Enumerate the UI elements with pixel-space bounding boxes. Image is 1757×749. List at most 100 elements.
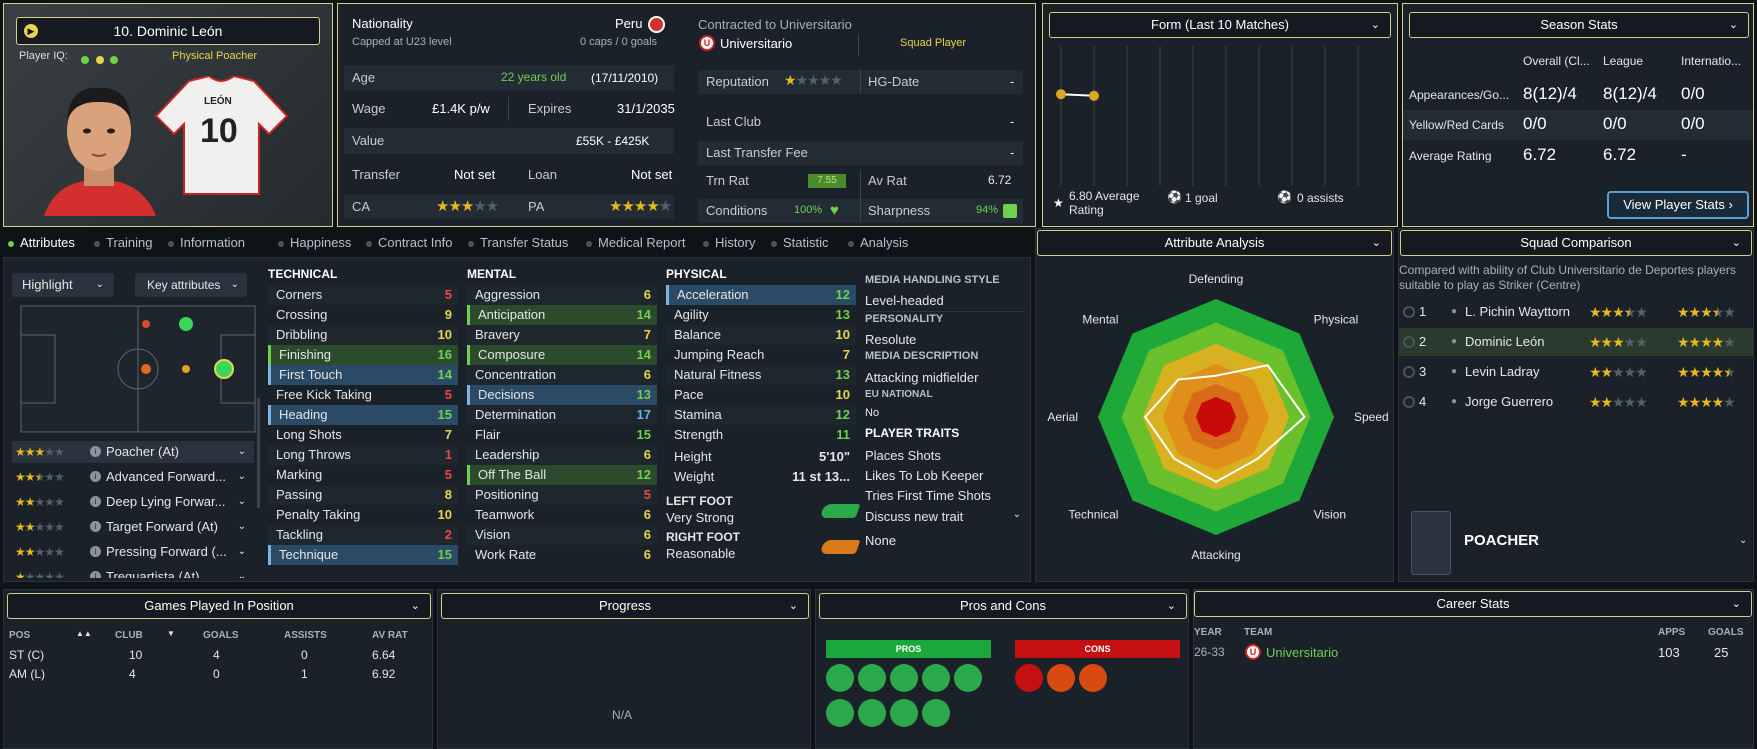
attribute-row[interactable]: Vision 6	[467, 525, 657, 545]
role-row[interactable]: ★★★★★ i Advanced Forward... ⌄	[12, 466, 254, 488]
attribute-row[interactable]: Tackling 2	[268, 525, 458, 545]
attribute-row[interactable]: Long Throws 1	[268, 445, 458, 465]
radio-icon[interactable]	[1403, 336, 1415, 348]
attribute-row[interactable]: Acceleration 12	[666, 285, 856, 305]
attribute-row[interactable]: Positioning 5	[467, 485, 657, 505]
attribute-row[interactable]: Work Rate 6	[467, 545, 657, 565]
discuss-trait-dropdown[interactable]: Discuss new trait ⌄	[865, 509, 1021, 524]
pro-icon[interactable]	[858, 664, 886, 692]
role-row[interactable]: ★★★★★ i Target Forward (At) ⌄	[12, 516, 254, 538]
highlight-dropdown[interactable]: Highlight ⌄	[12, 273, 114, 297]
career-dropdown[interactable]: Career Stats ⌄	[1194, 591, 1752, 617]
role-row[interactable]: ★★★★★ i Deep Lying Forwar... ⌄	[12, 491, 254, 513]
attribute-row[interactable]: Pace 10	[666, 385, 856, 405]
chevron-down-icon[interactable]: ⌄	[237, 571, 246, 578]
season-dropdown[interactable]: Season Stats ⌄	[1409, 12, 1749, 38]
attribute-row[interactable]: Determination 17	[467, 405, 657, 425]
analysis-dropdown[interactable]: Attribute Analysis ⌄	[1037, 230, 1392, 256]
chevron-down-icon[interactable]: ⌄	[237, 471, 246, 482]
key-attributes-dropdown[interactable]: Key attributes ⌄	[135, 273, 247, 297]
tab-training[interactable]: Training	[94, 235, 152, 250]
attribute-row[interactable]: First Touch 14	[268, 365, 458, 385]
attribute-row[interactable]: Off The Ball 12	[467, 465, 657, 485]
con-icon[interactable]	[1079, 664, 1107, 692]
attribute-row[interactable]: Technique 15	[268, 545, 458, 565]
info-icon[interactable]: i	[90, 571, 101, 578]
chevron-down-icon[interactable]: ⌄	[237, 521, 246, 532]
attribute-row[interactable]: Marking 5	[268, 465, 458, 485]
attribute-row[interactable]: Bravery 7	[467, 325, 657, 345]
tab-happiness[interactable]: Happiness	[278, 235, 351, 250]
squad-row[interactable]: 1 ● L. Pichin Wayttorn ★★★★★ ★★★★★	[1399, 298, 1753, 326]
pros-cons-dropdown[interactable]: Pros and Cons ⌄	[819, 593, 1187, 619]
progress-dropdown[interactable]: Progress ⌄	[441, 593, 809, 619]
squad-row[interactable]: 3 ● Levin Ladray ★★★★★ ★★★★★	[1399, 358, 1753, 386]
attribute-row[interactable]: Penalty Taking 10	[268, 505, 458, 525]
attribute-row[interactable]: Corners 5	[268, 285, 458, 305]
tab-attributes[interactable]: Attributes	[8, 235, 75, 250]
attribute-row[interactable]: Strength 11	[666, 425, 856, 445]
sort-icon[interactable]: ▼	[167, 629, 175, 638]
pro-icon[interactable]	[826, 699, 854, 727]
chevron-down-icon[interactable]: ⌄	[237, 546, 246, 557]
attribute-row[interactable]: Flair 15	[467, 425, 657, 445]
pro-icon[interactable]	[922, 664, 950, 692]
attribute-row[interactable]: Teamwork 6	[467, 505, 657, 525]
attribute-row[interactable]: Agility 13	[666, 305, 856, 325]
pro-icon[interactable]	[954, 664, 982, 692]
tab-information[interactable]: Information	[168, 235, 245, 250]
attribute-row[interactable]: Natural Fitness 13	[666, 365, 856, 385]
attribute-row[interactable]: Anticipation 14	[467, 305, 657, 325]
attribute-row[interactable]: Balance 10	[666, 325, 856, 345]
attribute-row[interactable]: Dribbling 10	[268, 325, 458, 345]
player-name-box[interactable]: ▶ 10. Dominic León	[16, 17, 320, 45]
radio-icon[interactable]	[1403, 306, 1415, 318]
attribute-row[interactable]: Aggression 6	[467, 285, 657, 305]
sort-icon[interactable]: ▲▲	[76, 629, 92, 638]
games-row[interactable]: AM (L) 4 0 1 6.92	[9, 667, 396, 681]
career-team-link[interactable]: Universitario	[1266, 645, 1339, 660]
tab-history[interactable]: History	[703, 235, 755, 250]
attribute-row[interactable]: Decisions 13	[467, 385, 657, 405]
info-icon[interactable]: i	[90, 471, 101, 482]
chevron-down-icon[interactable]: ⌄	[237, 446, 246, 457]
tab-analysis[interactable]: Analysis	[848, 235, 908, 250]
attribute-row[interactable]: Long Shots 7	[268, 425, 458, 445]
attribute-row[interactable]: Crossing 9	[268, 305, 458, 325]
info-icon[interactable]: i	[90, 446, 101, 457]
tab-statistic[interactable]: Statistic	[771, 235, 829, 250]
role-row[interactable]: ★★★★★ i Pressing Forward (... ⌄	[12, 541, 254, 563]
attribute-row[interactable]: Free Kick Taking 5	[268, 385, 458, 405]
tab-transfer-status[interactable]: Transfer Status	[468, 235, 568, 250]
attribute-row[interactable]: Stamina 12	[666, 405, 856, 425]
pro-icon[interactable]	[826, 664, 854, 692]
con-icon[interactable]	[1015, 664, 1043, 692]
squad-row[interactable]: 4 ● Jorge Guerrero ★★★★★ ★★★★★	[1399, 388, 1753, 416]
con-icon[interactable]	[1047, 664, 1075, 692]
radio-icon[interactable]	[1403, 366, 1415, 378]
info-icon[interactable]: i	[90, 521, 101, 532]
chevron-down-icon[interactable]: ⌄	[1739, 535, 1748, 546]
attribute-row[interactable]: Passing 8	[268, 485, 458, 505]
chevron-down-icon[interactable]: ⌄	[237, 496, 246, 507]
pro-icon[interactable]	[858, 699, 886, 727]
attribute-row[interactable]: Leadership 6	[467, 445, 657, 465]
squad-dropdown[interactable]: Squad Comparison ⌄	[1400, 230, 1752, 256]
squad-row[interactable]: 2 ● Dominic León ★★★★★ ★★★★★	[1399, 328, 1753, 356]
games-row[interactable]: ST (C) 10 4 0 6.64	[9, 648, 396, 662]
attribute-row[interactable]: Composure 14	[467, 345, 657, 365]
attribute-row[interactable]: Jumping Reach 7	[666, 345, 856, 365]
info-icon[interactable]: i	[90, 546, 101, 557]
role-row[interactable]: ★★★★★ i Poacher (At) ⌄	[12, 441, 254, 463]
pro-icon[interactable]	[890, 699, 918, 727]
view-player-stats-button[interactable]: View Player Stats ›	[1607, 191, 1749, 219]
form-dropdown[interactable]: Form (Last 10 Matches) ⌄	[1049, 12, 1391, 38]
attribute-row[interactable]: Concentration 6	[467, 365, 657, 385]
attribute-row[interactable]: Finishing 16	[268, 345, 458, 365]
tab-contract-info[interactable]: Contract Info	[366, 235, 452, 250]
info-icon[interactable]: i	[90, 496, 101, 507]
pro-icon[interactable]	[922, 699, 950, 727]
attribute-row[interactable]: Heading 15	[268, 405, 458, 425]
radio-icon[interactable]	[1403, 396, 1415, 408]
role-row[interactable]: ★★★★★ i Trequartista (At) ⌄	[12, 566, 254, 578]
